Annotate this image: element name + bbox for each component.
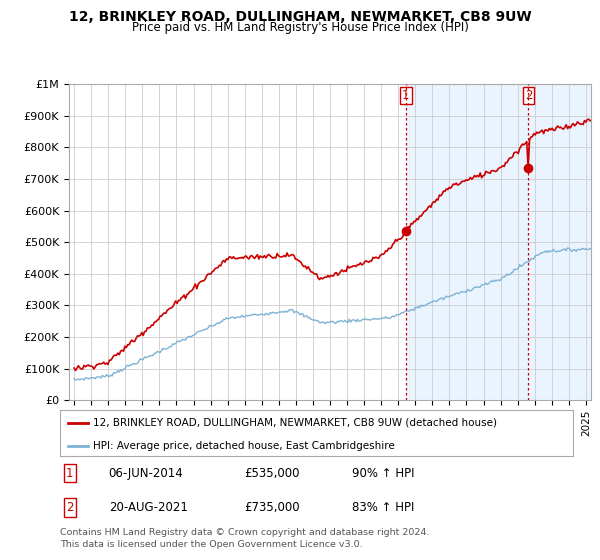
Text: 20-AUG-2021: 20-AUG-2021 — [109, 501, 188, 514]
Text: This data is licensed under the Open Government Licence v3.0.: This data is licensed under the Open Gov… — [60, 540, 362, 549]
Text: 12, BRINKLEY ROAD, DULLINGHAM, NEWMARKET, CB8 9UW (detached house): 12, BRINKLEY ROAD, DULLINGHAM, NEWMARKET… — [94, 418, 497, 428]
Text: £535,000: £535,000 — [245, 467, 300, 480]
Text: Price paid vs. HM Land Registry's House Price Index (HPI): Price paid vs. HM Land Registry's House … — [131, 21, 469, 34]
Bar — [406, 84, 591, 400]
Text: 12, BRINKLEY ROAD, DULLINGHAM, NEWMARKET, CB8 9UW: 12, BRINKLEY ROAD, DULLINGHAM, NEWMARKET… — [68, 10, 532, 24]
Text: 2: 2 — [66, 501, 74, 514]
Text: 1: 1 — [66, 467, 74, 480]
Text: Contains HM Land Registry data © Crown copyright and database right 2024.: Contains HM Land Registry data © Crown c… — [60, 528, 430, 536]
Text: 90% ↑ HPI: 90% ↑ HPI — [352, 467, 415, 480]
Text: £735,000: £735,000 — [245, 501, 301, 514]
Text: 2: 2 — [524, 88, 532, 102]
Text: 1: 1 — [402, 88, 409, 102]
Text: 83% ↑ HPI: 83% ↑ HPI — [352, 501, 415, 514]
Text: 06-JUN-2014: 06-JUN-2014 — [109, 467, 184, 480]
Text: HPI: Average price, detached house, East Cambridgeshire: HPI: Average price, detached house, East… — [94, 441, 395, 451]
